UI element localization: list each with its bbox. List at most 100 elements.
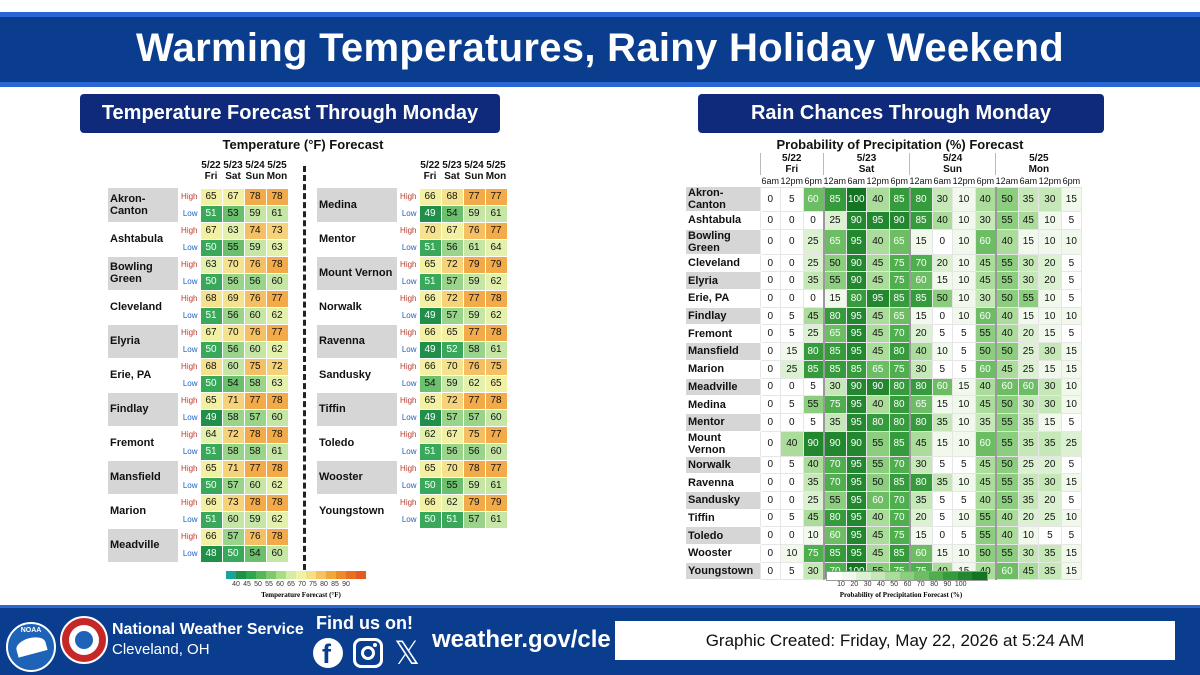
instagram-icon[interactable]: [353, 638, 383, 668]
high-temp-cell: 66: [418, 323, 442, 342]
low-label: Low: [401, 413, 417, 422]
low-temp-cell: 61: [484, 340, 508, 359]
low-temp-cell: 60: [265, 544, 289, 563]
pop-cell: 30: [974, 289, 997, 308]
website-link[interactable]: weather.gov/cle: [432, 626, 611, 653]
high-temp-cell: 72: [221, 425, 245, 444]
pop-cell: 45: [974, 395, 997, 414]
table-row: Mansfield 0 15 80 85 95 45 80 40 10 5 50 50 25 30 15: [686, 342, 1083, 361]
pop-cell: 45: [802, 306, 825, 326]
high-temp-cell: 76: [462, 221, 486, 240]
date-header-row: 5/22 5/23 5/24 5/25: [317, 160, 507, 171]
legend-tick-label: 90: [342, 581, 350, 588]
high-label: High: [181, 226, 198, 235]
date-header: 5/24: [245, 160, 265, 171]
pop-cell: 90: [845, 253, 868, 273]
low-temp-cell: 58: [221, 408, 245, 427]
table-row: Medina 0 5 55 75 95 40 80 65 15 10 45 50 30 30 10: [686, 395, 1083, 414]
low-temp-cell: 62: [265, 306, 289, 325]
high-temp-cell: 65: [199, 459, 223, 478]
table-row: Low 51 60 59 62: [108, 510, 289, 529]
pop-cell: 5: [780, 186, 804, 212]
high-temp-cell: 63: [199, 255, 223, 274]
pop-cell: 95: [845, 228, 868, 255]
pop-cell: 0: [780, 377, 804, 397]
pop-cell: 15: [931, 395, 954, 414]
x-icon[interactable]: 𝕏: [394, 634, 420, 672]
facebook-icon[interactable]: f: [313, 638, 343, 669]
low-label: Low: [182, 515, 198, 524]
day-header: Fri: [423, 171, 437, 182]
pop-cell: 85: [822, 186, 847, 212]
pop-cell: 10: [1038, 306, 1062, 326]
high-temp-cell: 66: [418, 187, 442, 206]
pop-cell: 40: [974, 377, 997, 397]
pop-cell: 0: [780, 412, 804, 432]
pop-cell: 20: [1038, 253, 1062, 273]
pop-cell: 0: [780, 490, 804, 510]
legend-tick-label: 80: [320, 581, 328, 588]
table-row: Low 50 55 59 63: [108, 238, 289, 257]
day-header: Sun: [245, 171, 265, 182]
corner-cell: [317, 171, 397, 182]
pop-cell: 0: [759, 186, 781, 212]
pop-cell: 30: [822, 377, 847, 397]
table-row: Toledo 0 0 10 60 95 45 75 15 0 5 55 40 10 5 5: [686, 526, 1083, 545]
low-temp-cell: 57: [440, 408, 464, 427]
high-temp-cell: 62: [418, 425, 442, 444]
city-name: Medina: [317, 188, 397, 223]
pop-cell: 55: [994, 473, 1019, 492]
legend-swatch: [346, 571, 356, 579]
legend-swatch: [316, 571, 326, 579]
high-temp-cell: 78: [462, 459, 486, 478]
pop-cell: 15: [1038, 324, 1062, 344]
low-temp-cell: 51: [418, 272, 442, 291]
high-temp-cell: 78: [484, 289, 508, 308]
legend-swatch: [226, 571, 236, 579]
pop-cell: 55: [994, 430, 1019, 457]
table-row: Erie, PA High 68 60 75 72: [108, 357, 289, 393]
low-temp-cell: 58: [243, 374, 267, 393]
city-name: Toledo: [317, 426, 397, 461]
pop-cell: 10: [952, 544, 976, 563]
city-name: Marion: [108, 494, 178, 529]
low-label: Low: [401, 515, 417, 524]
day-header: Fri: [759, 164, 824, 175]
high-temp-cell: 70: [440, 459, 464, 478]
table-row: Ravenna High 66 65 77 78: [317, 323, 508, 359]
legend-swatch: [326, 571, 336, 579]
high-label: High: [400, 362, 417, 371]
low-temp-cell: 49: [418, 408, 442, 427]
pop-cell: 0: [759, 228, 781, 255]
legend-swatch: [841, 572, 856, 580]
table-row: Low 49 57 57 60: [317, 408, 508, 427]
legend-swatch: [899, 572, 914, 580]
temperature-legend-title: Temperature Forecast (°F): [261, 591, 341, 599]
low-temp-cell: 59: [243, 510, 267, 529]
pop-cell: 25: [822, 211, 847, 230]
pop-cell: 5: [952, 455, 976, 475]
pop-cell: 30: [1038, 377, 1062, 397]
pop-cell: 10: [931, 342, 954, 361]
high-temp-cell: 78: [243, 187, 267, 206]
table-row: Findlay 0 5 45 80 95 45 65 15 0 10 60 40 15 10 10: [686, 306, 1083, 326]
low-label: Low: [182, 379, 198, 388]
table-row: Low 50 51 57 61: [317, 510, 508, 529]
pop-cell: 0: [759, 455, 781, 475]
corner-cell: [686, 164, 760, 175]
city-name: Ravenna: [686, 473, 760, 492]
pop-cell: 5: [1060, 324, 1083, 344]
pop-cell: 30: [1017, 544, 1040, 563]
pop-cell: 95: [845, 490, 868, 510]
pop-cell: 5: [1060, 253, 1083, 273]
high-temp-cell: 63: [221, 221, 245, 240]
pop-cell: 90: [888, 211, 911, 230]
pop-cell: 15: [1017, 228, 1040, 255]
legend-swatch: [972, 572, 987, 580]
pop-cell: 20: [1038, 490, 1062, 510]
pop-cell: 0: [931, 306, 954, 326]
pop-cell: 45: [802, 508, 825, 528]
table-row: Sandusky 0 0 25 55 95 60 70 35 5 5 40 55 35 20 5: [686, 490, 1083, 510]
table-row: Cleveland High 68 69 76 77: [108, 289, 289, 325]
pop-cell: 35: [1017, 473, 1040, 492]
